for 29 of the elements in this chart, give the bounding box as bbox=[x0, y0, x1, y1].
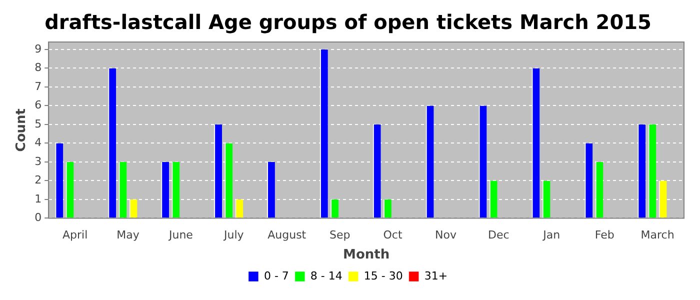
x-tick-label: July bbox=[223, 228, 244, 242]
x-tick-label: May bbox=[116, 228, 140, 242]
x-tick-label: Oct bbox=[383, 228, 403, 242]
x-tick-label: June bbox=[168, 228, 194, 242]
x-tick-label: Dec bbox=[488, 228, 510, 242]
x-tick-label: March bbox=[640, 228, 674, 242]
y-tick-label: 1 bbox=[34, 192, 42, 206]
x-tick-label: Jan bbox=[542, 228, 560, 242]
y-axis-title: Count bbox=[14, 108, 30, 152]
x-axis-title: Month bbox=[343, 248, 390, 263]
y-tick-label: 4 bbox=[34, 136, 42, 150]
legend-label: 15 - 30 bbox=[364, 269, 403, 282]
y-tick-label: 7 bbox=[34, 80, 42, 93]
y-tick-label: 3 bbox=[34, 154, 42, 168]
legend-label: 0 - 7 bbox=[264, 269, 289, 282]
x-tick-label: August bbox=[268, 228, 307, 242]
y-tick-label: 9 bbox=[34, 42, 42, 56]
legend-label: 8 - 14 bbox=[310, 269, 342, 282]
x-tick-label: Feb bbox=[594, 228, 614, 242]
y-tick-label: 8 bbox=[34, 61, 42, 74]
y-tick-label: 5 bbox=[34, 117, 42, 130]
chart-title: drafts-lastcall Age groups of open tickets March 2015 bbox=[44, 10, 652, 34]
y-tick-label: 2 bbox=[34, 174, 42, 187]
y-tick-label: 6 bbox=[34, 98, 42, 112]
legend-label: 31+ bbox=[424, 269, 448, 282]
x-tick-label: April bbox=[62, 228, 88, 242]
x-tick-label: Sep bbox=[329, 228, 350, 242]
y-tick-label: 0 bbox=[34, 211, 42, 224]
x-tick-label: Nov bbox=[434, 228, 457, 242]
